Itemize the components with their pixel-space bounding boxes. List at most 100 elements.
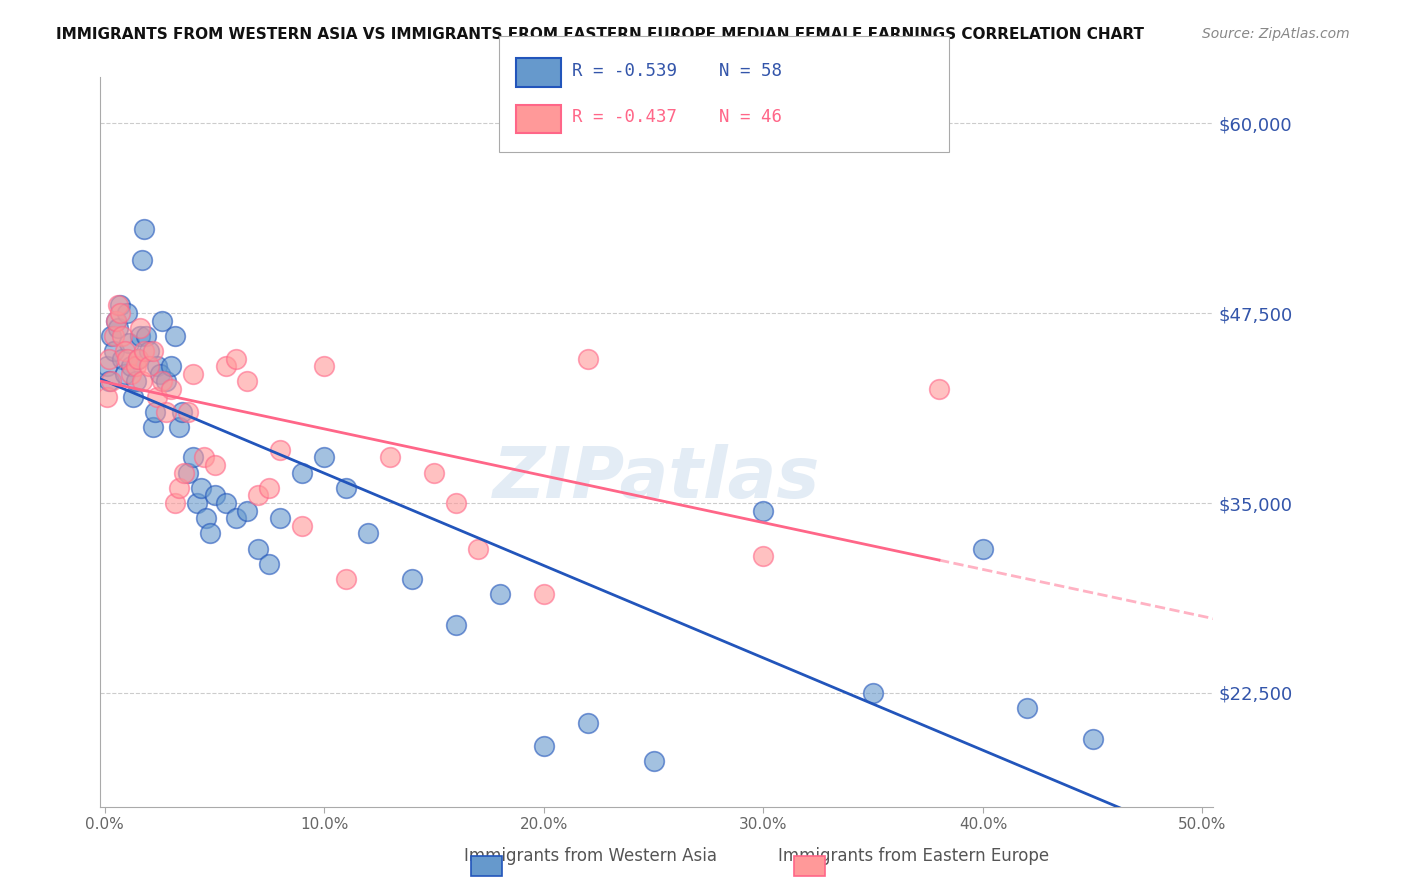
Point bbox=[107, 298, 129, 312]
Point bbox=[204, 458, 226, 472]
Point bbox=[186, 496, 208, 510]
Point bbox=[104, 313, 127, 327]
Point bbox=[143, 405, 166, 419]
Point bbox=[752, 503, 775, 517]
Point bbox=[314, 359, 336, 374]
Point bbox=[928, 382, 950, 396]
Point bbox=[128, 321, 150, 335]
Point bbox=[862, 686, 884, 700]
Point bbox=[114, 367, 136, 381]
Text: Source: ZipAtlas.com: Source: ZipAtlas.com bbox=[1202, 27, 1350, 41]
Point bbox=[115, 306, 138, 320]
Point bbox=[489, 587, 512, 601]
Point bbox=[120, 367, 142, 381]
Point bbox=[111, 351, 134, 366]
Point bbox=[193, 450, 215, 465]
Point bbox=[127, 351, 149, 366]
Point bbox=[135, 328, 157, 343]
Point bbox=[124, 359, 146, 374]
Point bbox=[104, 313, 127, 327]
Point bbox=[108, 306, 131, 320]
Point bbox=[138, 344, 160, 359]
Point bbox=[169, 420, 191, 434]
Point bbox=[100, 375, 122, 389]
Point bbox=[163, 328, 186, 343]
Point bbox=[236, 375, 259, 389]
Point bbox=[444, 496, 467, 510]
Point bbox=[115, 351, 138, 366]
Point bbox=[150, 375, 173, 389]
Point bbox=[138, 359, 160, 374]
Point bbox=[247, 488, 270, 502]
Point bbox=[124, 375, 146, 389]
Point bbox=[103, 328, 125, 343]
Point bbox=[259, 481, 281, 495]
Point bbox=[198, 526, 221, 541]
Point bbox=[122, 390, 145, 404]
Point bbox=[146, 359, 169, 374]
Point bbox=[163, 496, 186, 510]
Point bbox=[159, 359, 181, 374]
Text: R = -0.539    N = 58: R = -0.539 N = 58 bbox=[572, 62, 782, 80]
Point bbox=[177, 466, 200, 480]
Point bbox=[204, 488, 226, 502]
Point bbox=[533, 739, 555, 754]
Point bbox=[181, 450, 204, 465]
Point bbox=[444, 617, 467, 632]
Point bbox=[752, 549, 775, 564]
Point bbox=[643, 755, 665, 769]
Point bbox=[335, 481, 357, 495]
Point bbox=[142, 344, 165, 359]
Point bbox=[170, 405, 193, 419]
Point bbox=[357, 526, 380, 541]
Text: Immigrants from Eastern Europe: Immigrants from Eastern Europe bbox=[779, 847, 1049, 865]
Point bbox=[181, 367, 204, 381]
Point bbox=[149, 367, 172, 381]
Point bbox=[533, 587, 555, 601]
Point bbox=[194, 511, 217, 525]
Point bbox=[127, 351, 149, 366]
Point bbox=[269, 511, 291, 525]
Point bbox=[576, 351, 599, 366]
Point bbox=[173, 466, 195, 480]
Point bbox=[146, 390, 169, 404]
Text: R = -0.437    N = 46: R = -0.437 N = 46 bbox=[572, 108, 782, 127]
Point bbox=[155, 405, 177, 419]
Point bbox=[467, 541, 489, 556]
Point bbox=[225, 511, 247, 525]
Point bbox=[259, 557, 281, 571]
Point bbox=[190, 481, 212, 495]
Point bbox=[972, 541, 994, 556]
Point bbox=[100, 328, 122, 343]
Point bbox=[128, 328, 150, 343]
Point bbox=[134, 344, 156, 359]
Point bbox=[114, 344, 136, 359]
Point bbox=[159, 382, 181, 396]
Point bbox=[214, 496, 236, 510]
Point bbox=[236, 503, 259, 517]
Point bbox=[98, 375, 121, 389]
Point bbox=[423, 466, 446, 480]
Point bbox=[150, 313, 173, 327]
Point bbox=[380, 450, 402, 465]
Point bbox=[142, 420, 165, 434]
Point bbox=[134, 222, 156, 236]
Point bbox=[314, 450, 336, 465]
Point bbox=[269, 442, 291, 457]
Point bbox=[131, 252, 153, 267]
Point bbox=[291, 466, 314, 480]
Point bbox=[177, 405, 200, 419]
Point bbox=[96, 359, 118, 374]
Text: Immigrants from Western Asia: Immigrants from Western Asia bbox=[464, 847, 717, 865]
Point bbox=[111, 328, 134, 343]
Point bbox=[335, 572, 357, 586]
Point bbox=[401, 572, 423, 586]
Point bbox=[169, 481, 191, 495]
Point bbox=[1015, 701, 1038, 715]
Point bbox=[131, 375, 153, 389]
Point bbox=[1081, 731, 1104, 746]
Point bbox=[291, 518, 314, 533]
Point bbox=[98, 351, 121, 366]
Point bbox=[103, 344, 125, 359]
Point bbox=[576, 716, 599, 731]
